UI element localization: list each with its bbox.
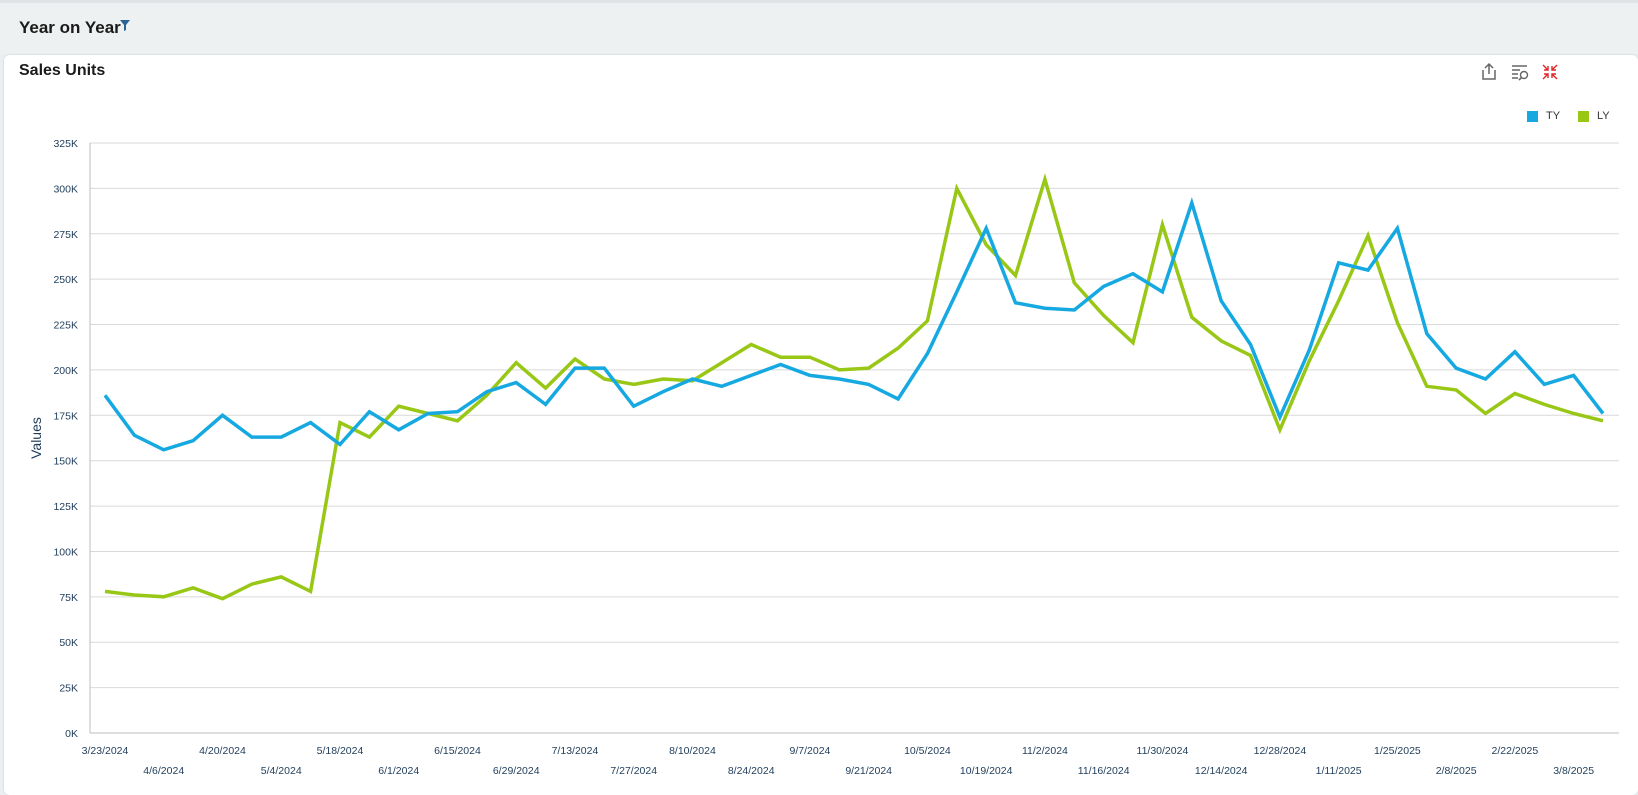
y-tick-label: 75K <box>59 592 78 604</box>
x-tick-label: 4/6/2024 <box>143 765 184 777</box>
x-tick-label: 11/16/2024 <box>1078 765 1130 777</box>
x-tick-label: 3/23/2024 <box>82 745 129 757</box>
x-tick-label: 7/13/2024 <box>552 745 599 757</box>
legend-swatch-ly <box>1578 111 1589 122</box>
y-tick-label: 125K <box>53 501 78 513</box>
x-tick-label: 10/19/2024 <box>960 765 1013 777</box>
y-tick-label: 100K <box>53 546 78 558</box>
x-tick-label: 11/30/2024 <box>1137 745 1189 757</box>
y-tick-label: 325K <box>53 138 78 150</box>
export-icon[interactable] <box>1478 61 1500 83</box>
x-tick-label: 5/18/2024 <box>317 745 364 757</box>
x-tick-label: 12/28/2024 <box>1254 745 1307 757</box>
legend-label-ty: TY <box>1546 110 1561 122</box>
legend-label-ly: LY <box>1597 110 1610 122</box>
y-tick-label: 250K <box>53 274 78 286</box>
top-bar: Year on Year <box>0 0 1638 54</box>
y-tick-label: 200K <box>53 365 78 377</box>
y-tick-label: 50K <box>59 637 78 649</box>
x-tick-label: 2/8/2025 <box>1436 765 1477 777</box>
x-tick-label: 7/27/2024 <box>610 765 657 777</box>
x-tick-label: 2/22/2025 <box>1492 745 1539 757</box>
x-tick-label: 4/20/2024 <box>199 745 246 757</box>
y-tick-label: 175K <box>53 410 78 422</box>
x-tick-label: 3/8/2025 <box>1553 765 1594 777</box>
x-tick-label: 1/11/2025 <box>1316 765 1362 777</box>
x-tick-label: 12/14/2024 <box>1195 765 1248 777</box>
x-tick-label: 9/21/2024 <box>845 765 892 777</box>
y-tick-label: 225K <box>53 320 78 332</box>
x-tick-label: 8/10/2024 <box>669 745 716 757</box>
x-tick-label: 6/15/2024 <box>434 745 481 757</box>
x-tick-label: 10/5/2024 <box>904 745 951 757</box>
x-tick-label: 11/2/2024 <box>1022 745 1068 757</box>
x-tick-label: 1/25/2025 <box>1374 745 1421 757</box>
page-title: Year on Year <box>19 18 121 37</box>
y-tick-label: 0K <box>65 728 78 740</box>
legend-swatch-ty <box>1527 111 1538 122</box>
y-axis-label: Values <box>28 417 44 459</box>
y-tick-label: 275K <box>53 229 78 241</box>
x-tick-label: 6/1/2024 <box>378 765 419 777</box>
y-tick-label: 300K <box>53 183 78 195</box>
x-tick-label: 9/7/2024 <box>790 745 831 757</box>
y-tick-label: 150K <box>53 456 78 468</box>
filter-icon[interactable] <box>120 18 130 36</box>
series-line-ly <box>104 173 1604 601</box>
y-tick-label: 25K <box>59 683 78 695</box>
collapse-icon[interactable] <box>1539 61 1561 83</box>
series-line-ty <box>103 197 1605 452</box>
explore-icon[interactable] <box>1509 61 1531 83</box>
chart-title: Sales Units <box>19 62 106 79</box>
x-tick-label: 6/29/2024 <box>493 765 540 777</box>
chart-card: Sales Units TY LY <box>4 55 1638 795</box>
x-tick-label: 5/4/2024 <box>261 765 302 777</box>
x-tick-label: 8/24/2024 <box>728 765 775 777</box>
